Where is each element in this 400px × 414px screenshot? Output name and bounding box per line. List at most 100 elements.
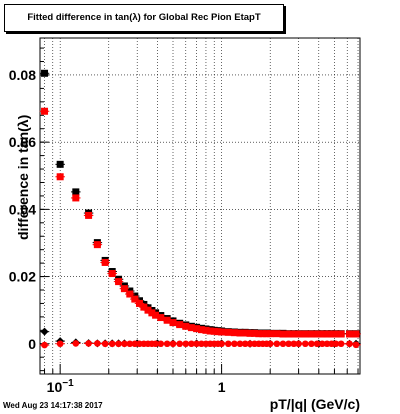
series-0 [39, 69, 361, 338]
data-point [41, 341, 48, 349]
data-point [236, 329, 244, 337]
y-tick-label: 0.02 [9, 269, 36, 285]
data-point [40, 327, 49, 336]
data-point [352, 330, 360, 338]
data-point [224, 340, 232, 348]
data-point [273, 330, 281, 338]
data-point [182, 340, 190, 348]
data-point [85, 340, 92, 347]
data-point [163, 340, 171, 348]
data-point [313, 340, 321, 348]
data-point [169, 319, 177, 327]
data-point [135, 299, 143, 307]
data-point [176, 321, 184, 329]
data-point [313, 330, 321, 338]
data-point [93, 241, 101, 249]
data-point [126, 340, 134, 348]
data-point [144, 306, 152, 314]
data-point [290, 330, 298, 338]
data-point [202, 326, 210, 334]
data-point [337, 330, 345, 338]
data-point [101, 340, 109, 348]
data-point [285, 340, 292, 348]
timestamp: Wed Aug 23 14:17:38 2017 [3, 401, 103, 410]
data-point [187, 324, 195, 332]
data-point [318, 340, 326, 348]
data-point [41, 69, 49, 77]
plot-frame [39, 37, 361, 375]
x-tick-label: 1 [218, 379, 226, 395]
data-point [241, 340, 249, 348]
data-point [101, 258, 109, 266]
data-point [231, 340, 238, 348]
data-point [218, 340, 225, 348]
series-3 [39, 340, 361, 349]
data-point [337, 340, 345, 348]
data-point [318, 330, 326, 338]
data-point [218, 328, 226, 336]
data-point [295, 330, 303, 338]
data-point [279, 330, 287, 338]
x-axis-label: pT/|q| (GeV/c) [269, 396, 360, 412]
data-point [108, 270, 116, 278]
data-point [41, 107, 49, 115]
data-point [152, 340, 159, 348]
data-point [230, 329, 238, 337]
data-point [301, 330, 309, 338]
data-point [72, 194, 80, 202]
data-point [148, 309, 156, 317]
data-point [307, 330, 315, 338]
data-point [302, 340, 309, 348]
data-point [56, 160, 64, 168]
y-axis-label: difference in tan(λ) [15, 114, 31, 240]
data-point [279, 340, 287, 348]
data-point [115, 340, 122, 348]
x-tick-label: 10−1 [47, 378, 74, 395]
data-point [346, 330, 354, 338]
data-point [56, 173, 64, 181]
data-point [193, 325, 201, 333]
data-point [176, 340, 183, 348]
data-point [224, 328, 232, 336]
y-tick-label: 0 [28, 336, 36, 352]
data-point [126, 290, 134, 298]
series-1 [39, 107, 361, 338]
data-point [182, 322, 190, 330]
chart-title: Fitted difference in tan(λ) for Global R… [27, 12, 261, 23]
data-point [85, 211, 93, 219]
title-box: Fitted difference in tan(λ) for Global R… [4, 4, 284, 32]
data-point [308, 340, 315, 348]
data-point [157, 340, 165, 348]
data-point [188, 340, 195, 348]
data-point [56, 340, 64, 348]
data-point [163, 316, 171, 324]
data-point [157, 314, 165, 322]
data-point [290, 340, 298, 348]
data-point [152, 311, 160, 319]
data-point [295, 340, 302, 348]
data-point [285, 330, 293, 338]
data-point [332, 330, 340, 338]
data-point [197, 326, 205, 334]
data-point [241, 329, 249, 337]
data-point [140, 303, 148, 311]
data-point [169, 340, 177, 348]
data-point [266, 340, 274, 348]
data-point [121, 340, 128, 348]
data-point [131, 295, 139, 303]
data-point [72, 340, 80, 347]
data-point [273, 340, 281, 348]
data-point [352, 341, 360, 349]
y-tick-label: 0.06 [9, 134, 36, 150]
data-point [193, 340, 200, 348]
data-point [332, 340, 340, 348]
data-point [266, 330, 274, 338]
data-point [120, 285, 128, 293]
data-point [115, 278, 123, 286]
y-tick-label: 0.08 [9, 67, 36, 83]
data-point [94, 340, 101, 347]
data-point [346, 340, 353, 348]
y-tick-label: 0.04 [9, 201, 36, 217]
data-point [108, 340, 116, 348]
